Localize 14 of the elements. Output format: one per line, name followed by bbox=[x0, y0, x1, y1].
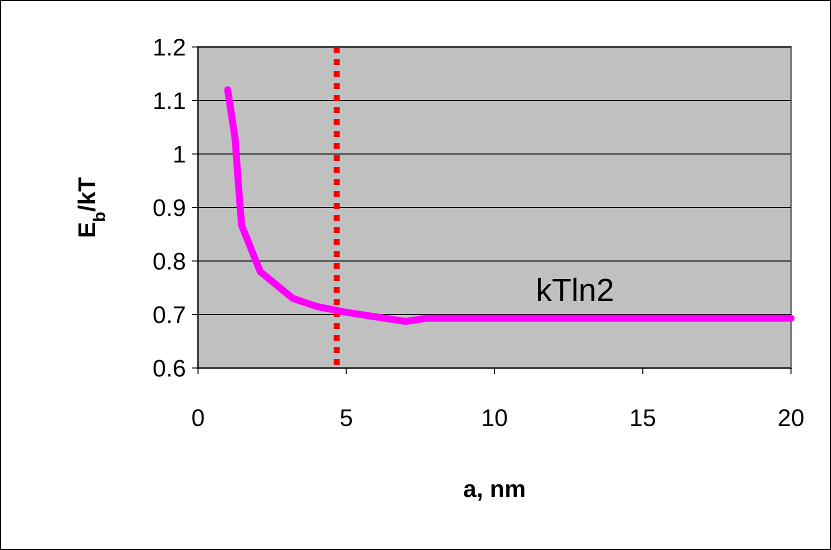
y-tick-label: 0.9 bbox=[152, 194, 186, 222]
annotation: kTln2 bbox=[536, 272, 614, 308]
y-tick-label: 0.6 bbox=[152, 355, 186, 382]
x-tick-label: 15 bbox=[629, 405, 656, 432]
y-tick-label: 1.2 bbox=[152, 34, 186, 62]
y-tick-label: 1 bbox=[172, 141, 186, 168]
x-axis-title: a, nm bbox=[463, 476, 526, 503]
x-tick-label: 5 bbox=[340, 405, 353, 432]
x-tick-label: 0 bbox=[191, 405, 205, 432]
y-tick-label: 0.8 bbox=[152, 248, 186, 276]
y-tick-label: 1.1 bbox=[152, 88, 186, 115]
x-tick-label: 10 bbox=[481, 405, 508, 432]
x-tick-label: 20 bbox=[778, 405, 804, 432]
y-tick-label: 0.7 bbox=[152, 302, 186, 329]
